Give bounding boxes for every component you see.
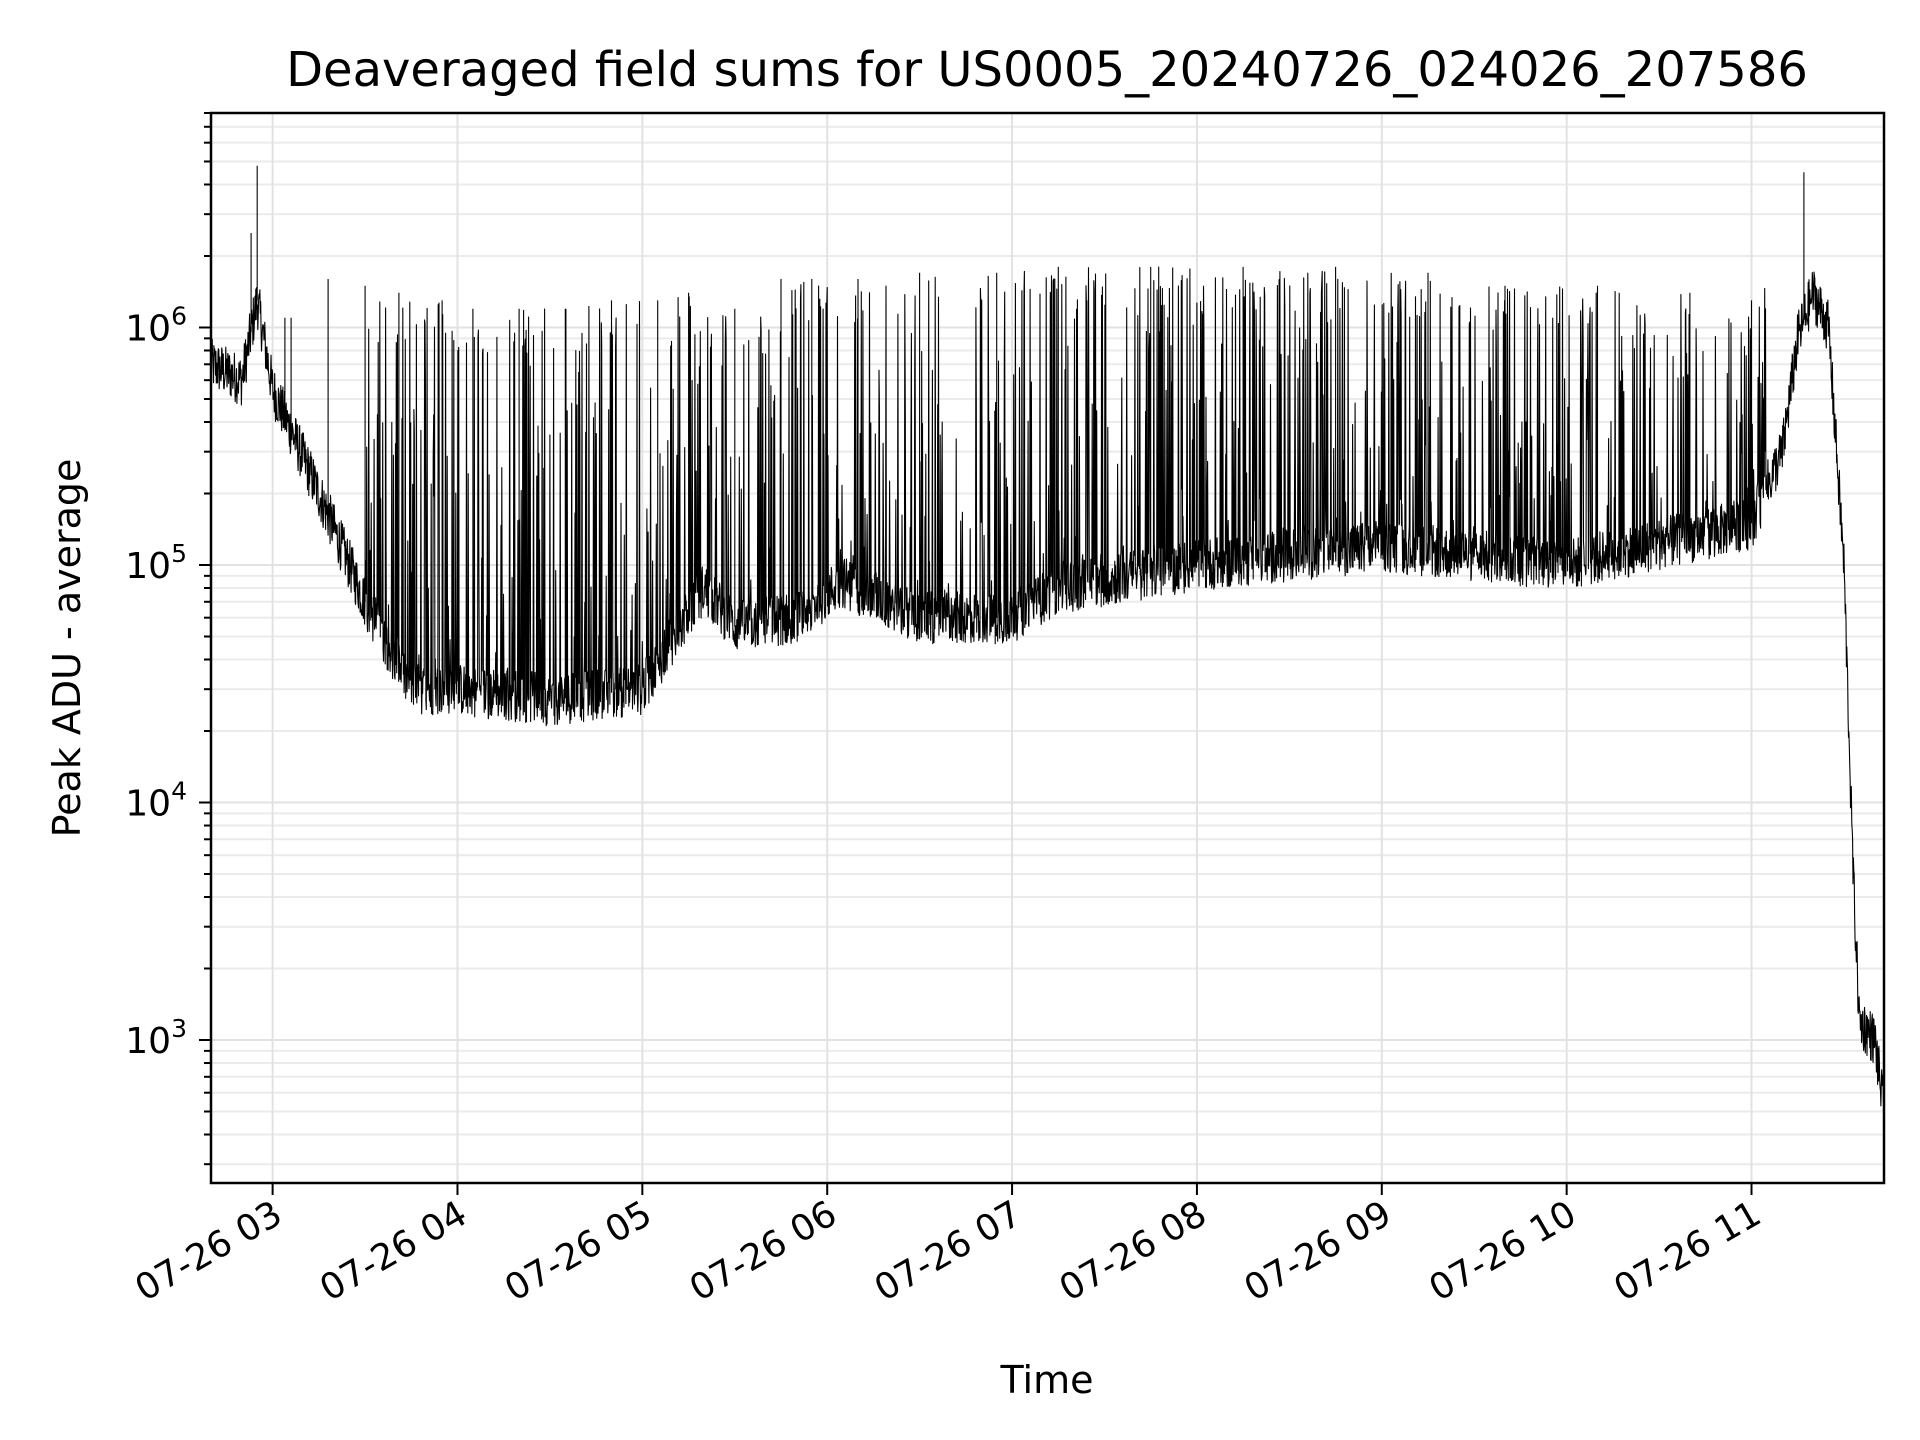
y-tick-label: 106 [125, 301, 187, 349]
y-tick-label-base: 10 [125, 308, 171, 349]
series-line [210, 165, 1885, 1107]
plot-frame [209, 111, 1886, 1185]
chart-title: Deaveraged field sums for US0005_2024072… [286, 42, 1808, 98]
y-tick-label: 105 [125, 539, 187, 587]
y-tick-label-base: 10 [125, 546, 171, 587]
y-tick-label-exponent: 3 [171, 1014, 187, 1043]
x-axis-label: Time [1000, 1358, 1094, 1402]
y-tick-label-base: 10 [125, 784, 171, 825]
y-axis-label: Peak ADU - average [45, 459, 89, 838]
y-tick-label-exponent: 5 [171, 539, 187, 568]
y-tick-label: 103 [125, 1014, 187, 1062]
y-tick-label-base: 10 [125, 1021, 171, 1062]
series-trace [210, 165, 1885, 1107]
y-tick-label: 104 [125, 777, 187, 825]
y-tick-label-exponent: 6 [171, 301, 187, 330]
y-tick-label-exponent: 4 [171, 777, 187, 806]
grid [211, 112, 1884, 1183]
